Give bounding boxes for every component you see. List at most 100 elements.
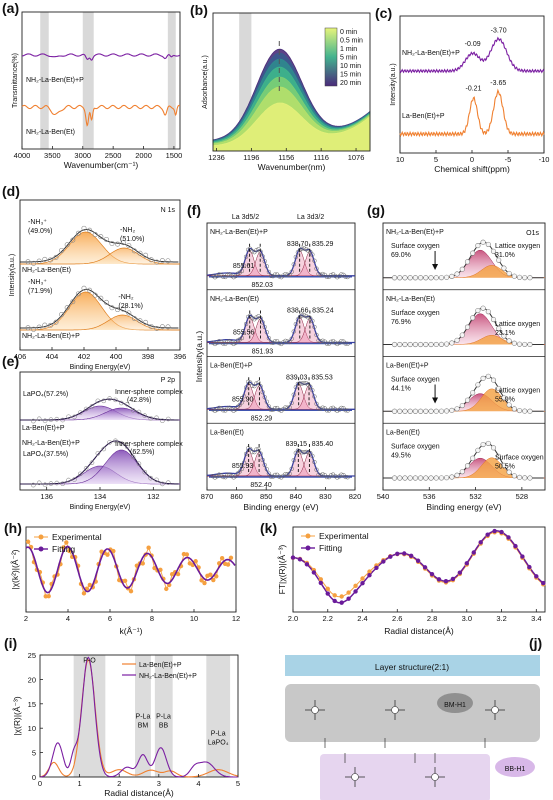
data-point <box>496 385 502 392</box>
data-point <box>212 341 218 347</box>
experimental-point <box>360 576 365 581</box>
panel-label: (i) <box>4 635 17 651</box>
experimental-line <box>292 531 546 598</box>
data-point <box>301 246 307 251</box>
data-point <box>297 247 303 253</box>
data-point <box>345 274 350 280</box>
x-tick-label: -5 <box>505 155 512 164</box>
data-point <box>241 330 247 336</box>
data-point <box>418 275 424 281</box>
data-point <box>459 402 465 409</box>
peak-label: -0.09 <box>465 41 481 48</box>
data-point <box>250 383 255 389</box>
data-point <box>72 477 77 482</box>
data-point <box>316 271 321 277</box>
data-point <box>239 400 245 405</box>
data-point <box>324 408 330 413</box>
data-point <box>235 338 240 343</box>
y-axis-label: |χ(R)|(Å⁻³) <box>12 696 22 735</box>
data-point <box>412 275 418 281</box>
component-label: Lattice oxygen <box>495 243 540 250</box>
data-point <box>310 388 315 393</box>
data-point <box>103 299 109 305</box>
data-point <box>126 243 132 249</box>
plot-frame <box>292 526 546 613</box>
data-point <box>113 397 118 403</box>
x-tick-label: 536 <box>423 492 436 501</box>
bm-h1-region <box>285 684 540 742</box>
peak-label: BB <box>159 722 169 729</box>
plot-frame <box>19 199 181 351</box>
x-tick-label: 2 <box>117 779 121 788</box>
data-point <box>245 379 251 384</box>
data-point <box>490 445 497 451</box>
peak-value: 838.70 <box>287 241 309 248</box>
data-point <box>339 405 344 411</box>
x-tick-label: 402 <box>78 352 91 361</box>
component-pct: (42.8%) <box>127 397 152 404</box>
data-point <box>345 408 350 413</box>
peak-value: 851.93 <box>252 349 274 356</box>
legend-entry: La-Ben(Et)+P <box>139 662 182 669</box>
data-point <box>225 473 230 478</box>
experimental-point <box>46 593 51 599</box>
data-point <box>449 407 455 413</box>
data-point <box>42 418 48 424</box>
component-label: Surface oxygen <box>391 310 440 317</box>
data-point <box>527 275 533 281</box>
data-point <box>314 401 319 406</box>
data-point <box>159 258 165 264</box>
fitting-point <box>360 581 365 586</box>
data-point <box>299 450 305 455</box>
nmr-spectrum-line <box>399 36 545 74</box>
series-line-nh2-la-ben-et-p <box>21 53 181 61</box>
data-point <box>241 460 247 465</box>
plot-frame <box>39 654 239 778</box>
experimental-point <box>208 572 213 577</box>
data-point <box>262 395 267 400</box>
data-point <box>277 274 282 279</box>
x-tick-label: 840 <box>290 492 303 501</box>
data-point <box>165 480 171 485</box>
data-point <box>210 407 216 412</box>
x-tick-label: 3.4 <box>531 614 541 623</box>
data-point <box>444 341 450 347</box>
data-point <box>391 341 398 348</box>
phosphorus-atom <box>351 773 359 781</box>
data-point <box>345 341 350 346</box>
experimental-point <box>193 559 198 564</box>
data-point <box>107 440 112 445</box>
data-point <box>231 475 236 480</box>
data-point <box>527 341 533 348</box>
data-point <box>72 414 77 420</box>
peak-label: -3.70 <box>491 27 507 34</box>
data-point <box>148 257 154 263</box>
header-label: La 3d5/2 <box>232 214 259 221</box>
data-point <box>60 417 65 423</box>
data-point <box>25 259 31 265</box>
data-point <box>283 338 288 344</box>
data-point <box>225 339 230 345</box>
data-point <box>25 325 31 331</box>
data-point <box>418 475 424 481</box>
data-point <box>423 475 429 481</box>
data-point <box>109 241 115 247</box>
component-pct: (28.1%) <box>118 303 143 310</box>
series-line-nh2-la-ben-et-p <box>40 656 238 778</box>
experimental-point <box>111 548 116 554</box>
data-point <box>423 408 429 414</box>
data-point <box>423 341 429 348</box>
y-axis-label: Intensity(a.u.) <box>390 63 397 105</box>
peak-label: P-O <box>83 657 96 664</box>
data-point <box>60 481 65 487</box>
data-point <box>262 462 267 468</box>
data-point <box>248 446 253 452</box>
panel-label: (g) <box>367 202 385 218</box>
component-pct: 49.5% <box>391 452 411 459</box>
x-tick-label: 3 <box>157 779 161 788</box>
data-point <box>212 475 218 480</box>
fitting-point <box>492 528 497 534</box>
component-label: Surface oxygen <box>391 377 440 384</box>
data-point <box>252 384 257 389</box>
data-point <box>291 458 296 463</box>
